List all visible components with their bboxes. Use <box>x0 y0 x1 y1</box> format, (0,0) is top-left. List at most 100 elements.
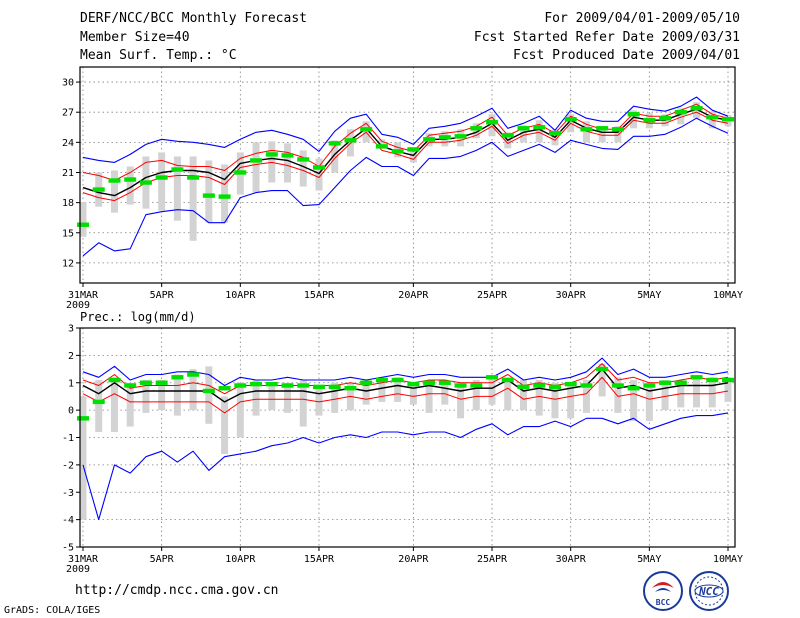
prec-obs-marker <box>407 381 420 387</box>
prec-x-year-label: 2009 <box>66 564 90 575</box>
prec-obs-marker <box>706 377 719 383</box>
bcc-logo-icon: BCC <box>643 571 683 611</box>
temp-spread-box <box>252 142 260 193</box>
temp-spread-box <box>79 202 87 237</box>
prec-lower-line <box>82 376 729 414</box>
prec-x-tick-label: 30APR <box>556 554 587 565</box>
prec-obs-marker <box>250 381 263 387</box>
prec-y-tick-label: 0 <box>68 406 74 417</box>
temp-spread-box <box>472 123 480 139</box>
prec-mean-line <box>82 368 729 403</box>
temp-x-tick-label: 20APR <box>398 290 429 301</box>
prec-spread-box <box>519 380 527 411</box>
prec-x-tick-label: 5APR <box>150 554 175 565</box>
ncc-logo-icon: NCC <box>689 571 729 611</box>
prec-x-tick-label: 20APR <box>398 554 429 565</box>
chart-title: DERF/NCC/BCC Monthly Forecast <box>80 11 307 26</box>
temp-obs-marker <box>77 222 89 227</box>
prec-obs-marker <box>643 383 656 388</box>
temp-obs-marker <box>533 125 546 130</box>
variable-label-temperature: Mean Surf. Temp.: °C <box>80 48 237 63</box>
temp-min-line <box>82 117 729 257</box>
prec-spread-box <box>205 366 213 424</box>
prec-y-tick-label: -5 <box>62 543 74 554</box>
prec-spread-box <box>284 382 292 413</box>
prec-min-line <box>82 412 729 521</box>
temp-x-tick-label: 25APR <box>477 290 508 301</box>
prec-x-tick-label: 5MAY <box>637 554 661 565</box>
temp-obs-marker <box>124 177 137 182</box>
temp-y-tick-label: 24 <box>62 138 74 149</box>
prec-obs-marker <box>202 388 215 394</box>
prec-spread-box <box>441 380 449 405</box>
temp-x-year-label: 2009 <box>66 300 90 311</box>
prec-obs-marker <box>627 386 640 391</box>
prec-x-tick-label: 31MAR <box>68 554 99 565</box>
temp-spread-box <box>378 139 386 148</box>
prec-obs-marker <box>155 380 168 385</box>
prec-obs-marker <box>297 383 310 388</box>
temp-spread-box <box>519 125 527 143</box>
prec-spread-box <box>331 382 339 413</box>
prec-spread-box <box>173 374 181 416</box>
prec-obs-marker <box>265 381 278 387</box>
prec-obs-marker <box>328 384 341 390</box>
temp-obs-marker <box>674 110 687 115</box>
prec-plot-frame <box>79 327 736 548</box>
prec-obs-marker <box>312 384 325 390</box>
prec-spread-box <box>221 396 229 454</box>
temp-x-tick-label: 5MAY <box>637 290 661 301</box>
temp-obs-marker <box>297 157 310 162</box>
source-url[interactable]: http://cmdp.ncc.cma.gov.cn <box>75 583 279 598</box>
temp-obs-marker <box>328 141 341 146</box>
prec-spread-box <box>614 377 622 413</box>
temp-spread-box <box>205 160 213 223</box>
prec-spread-box <box>252 380 260 416</box>
temp-y-tick-label: 27 <box>62 108 74 119</box>
prec-spread-box <box>315 385 323 416</box>
prec-obs-marker <box>77 416 89 421</box>
temp-obs-marker <box>187 175 200 180</box>
forecast-period: For 2009/04/01-2009/05/10 <box>544 11 740 26</box>
temp-obs-marker <box>423 137 436 142</box>
prec-obs-marker <box>722 377 734 383</box>
temp-obs-marker <box>438 135 451 140</box>
prec-obs-marker <box>596 366 609 372</box>
temp-obs-marker <box>375 144 388 149</box>
prec-obs-marker <box>391 377 404 383</box>
temp-y-tick-label: 18 <box>62 198 74 209</box>
temp-obs-marker <box>139 180 152 185</box>
prec-obs-marker <box>108 377 121 383</box>
prec-x-tick-label: 15APR <box>304 554 335 565</box>
temp-obs-marker <box>281 153 294 158</box>
temp-spread-box <box>126 166 134 205</box>
temp-obs-marker <box>706 115 719 120</box>
prec-y-tick-label: -3 <box>62 488 74 499</box>
prec-spread-box <box>409 382 417 405</box>
temp-spread-box <box>677 108 685 125</box>
temp-spread-box <box>299 150 307 187</box>
prec-spread-box <box>598 363 606 397</box>
temp-obs-marker <box>250 158 263 163</box>
bcc-logo-text: BCC <box>656 598 671 607</box>
prec-spread-box <box>158 380 166 411</box>
prec-obs-marker <box>234 383 247 388</box>
prec-spread-box <box>110 377 118 433</box>
temp-x-tick-label: 5APR <box>150 290 175 301</box>
prec-spread-box <box>95 380 103 433</box>
temp-spread-box <box>110 170 118 213</box>
prec-obs-marker <box>344 386 357 391</box>
prec-x-tick-label: 10MAY <box>713 554 743 565</box>
temp-x-tick-label: 10MAY <box>713 290 743 301</box>
prec-obs-marker <box>548 384 561 390</box>
temp-upper-line <box>82 103 729 181</box>
prec-spread-box <box>299 380 307 427</box>
temp-spread-box <box>630 110 638 129</box>
temp-spread-box <box>598 126 606 143</box>
temp-x-tick-label: 15APR <box>304 290 335 301</box>
prec-obs-marker <box>218 386 231 391</box>
forecast-start-date: Fcst Started Refer Date 2009/03/31 <box>473 30 740 45</box>
prec-spread-box <box>394 377 402 402</box>
prec-obs-marker <box>659 380 672 385</box>
